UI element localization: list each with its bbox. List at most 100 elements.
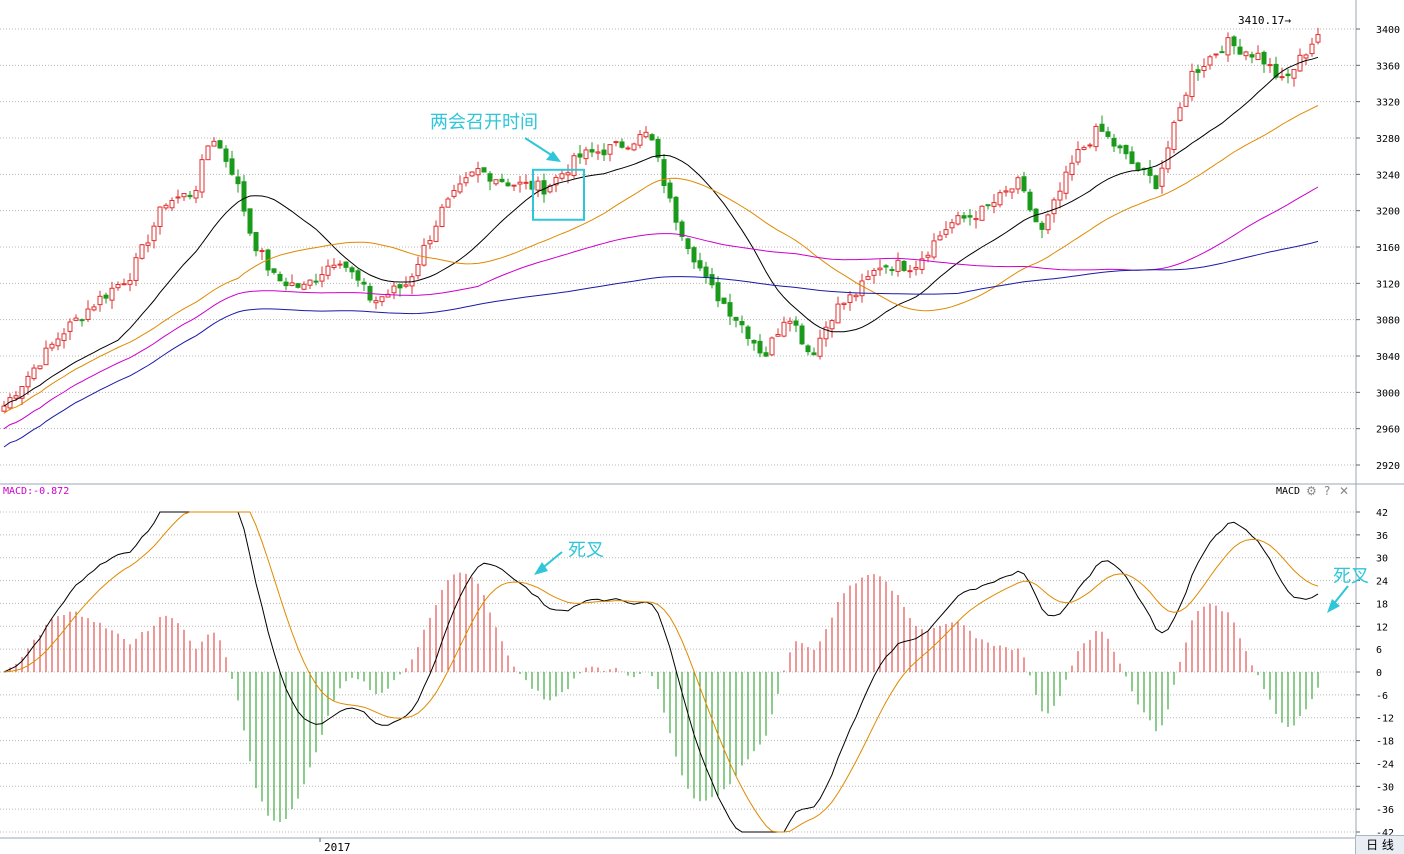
candle-up	[337, 263, 343, 266]
candle-up	[325, 265, 331, 276]
candle-up	[1255, 52, 1261, 61]
macd-tick-label: -42	[1376, 828, 1394, 839]
macd-tick-label: -36	[1376, 805, 1394, 816]
candle-up	[373, 300, 379, 304]
candle-up	[865, 276, 871, 280]
candle-up	[289, 282, 295, 287]
candle-down	[1231, 36, 1237, 47]
candle-up	[931, 240, 937, 258]
candle-down	[277, 273, 283, 282]
candle-down	[1249, 54, 1255, 58]
candle-down	[247, 208, 253, 234]
candle-down	[961, 215, 967, 219]
candle-up	[469, 171, 475, 177]
candle-down	[1129, 151, 1135, 165]
price-tick-label: 3120	[1376, 279, 1400, 290]
candle-up	[427, 240, 433, 245]
candle-up	[1267, 64, 1273, 67]
price-tick-label: 3080	[1376, 316, 1400, 327]
candle-down	[799, 325, 805, 345]
candle-up	[199, 159, 205, 193]
candle-down	[739, 320, 745, 326]
candle-up	[553, 176, 559, 186]
candle-down	[217, 140, 223, 149]
candle-up	[1093, 125, 1099, 148]
candle-up	[49, 343, 55, 349]
price-tick-label: 3040	[1376, 352, 1400, 363]
candle-up	[955, 215, 961, 225]
candle-down	[1123, 144, 1129, 155]
candle-down	[589, 149, 595, 153]
candle-down	[667, 182, 673, 199]
candle-up	[145, 242, 151, 246]
candle-up	[301, 283, 307, 290]
candle-up	[169, 200, 175, 209]
candle-up	[1291, 69, 1297, 79]
macd-tick-label: 6	[1376, 645, 1382, 656]
grid-layer	[0, 28, 1356, 833]
candle-up	[421, 244, 427, 266]
candle-up	[475, 168, 481, 176]
gear-icon[interactable]: ⚙	[1306, 484, 1317, 498]
candle-up	[1069, 162, 1075, 176]
candle-down	[1135, 162, 1141, 170]
candle-up	[1003, 190, 1009, 193]
candle-down	[745, 326, 751, 339]
candle-down	[901, 260, 907, 271]
ma-line-blue	[3, 240, 1319, 448]
candle-down	[487, 173, 493, 182]
candle-down	[1099, 123, 1105, 132]
candle-down	[601, 149, 607, 156]
candle-up	[775, 333, 781, 337]
candle-down	[361, 281, 367, 285]
candle-down	[1105, 131, 1111, 137]
candle-up	[913, 266, 919, 270]
ma-line-black	[3, 56, 1319, 407]
macd-tick-label: -30	[1376, 782, 1394, 793]
candle-up	[859, 280, 865, 297]
death-cross-arrowhead-1	[534, 562, 548, 575]
candle-up	[895, 259, 901, 272]
candle-up	[1087, 144, 1093, 147]
candle-up	[259, 250, 265, 253]
candle-up	[949, 222, 955, 229]
candle-up	[877, 267, 883, 271]
candle-down	[889, 269, 895, 272]
candle-down	[1111, 137, 1117, 147]
annotation-arrowhead	[546, 151, 561, 162]
candle-up	[769, 337, 775, 356]
candle-down	[721, 297, 727, 304]
close-icon[interactable]: ✕	[1339, 484, 1350, 498]
candle-up	[121, 283, 127, 286]
candle-down	[661, 159, 667, 187]
period-button[interactable]: 日 线	[1355, 835, 1404, 854]
annotation-two-sessions: 两会召开时间	[430, 112, 538, 133]
candle-up	[463, 177, 469, 184]
candle-up	[1063, 171, 1069, 194]
candle-up	[787, 320, 793, 324]
candle-up	[919, 258, 925, 270]
candle-down	[505, 182, 511, 187]
help-icon[interactable]: ?	[1324, 484, 1331, 498]
candle-up	[97, 295, 103, 306]
candle-up	[1213, 53, 1219, 56]
candle-down	[1039, 222, 1045, 230]
indicator-name[interactable]: MACD	[1276, 486, 1301, 497]
candle-up	[1243, 51, 1249, 57]
candle-up	[781, 321, 787, 337]
candle-down	[79, 319, 85, 322]
candle-down	[793, 320, 799, 326]
candle-up	[379, 296, 385, 303]
price-tick-label: 3240	[1376, 170, 1400, 181]
candle-down	[655, 138, 661, 158]
price-tick-label: 3160	[1376, 243, 1400, 254]
price-tick-label: 3320	[1376, 98, 1400, 109]
price-tick-label: 3400	[1376, 25, 1400, 36]
candle-up	[391, 285, 397, 294]
candle-up	[1057, 190, 1063, 201]
candle-up	[115, 283, 121, 289]
candle-up	[193, 189, 199, 199]
macd-tick-label: -6	[1376, 691, 1388, 702]
